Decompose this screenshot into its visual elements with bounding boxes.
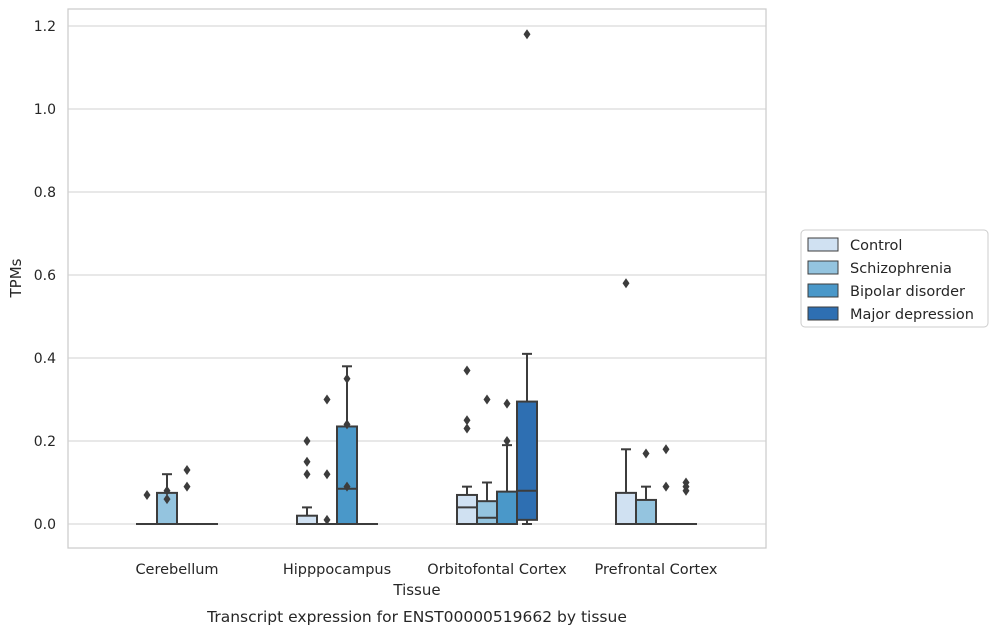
box-group: [635, 448, 657, 525]
box-group: [316, 394, 338, 526]
outlier-point: [642, 448, 650, 459]
legend-label: Bipolar disorder: [850, 284, 965, 300]
box-body: [615, 491, 637, 525]
outlier-point: [323, 469, 331, 480]
box-body: [516, 400, 538, 521]
x-tick-label: Orbitofontal Cortex: [427, 562, 567, 578]
outlier-point: [163, 494, 171, 505]
box-group: [156, 473, 178, 525]
legend-label: Schizophrenia: [850, 261, 952, 277]
y-tick-labels: 0.0 0.2 0.4 0.6 0.8 1.0 1.2: [34, 19, 56, 533]
outlier-point: [183, 481, 191, 492]
x-tick-labels: Cerebellum Hipppocampus Orbitofontal Corte…: [135, 562, 717, 578]
box-body: [476, 500, 498, 525]
y-tick-label: 1.0: [34, 102, 56, 118]
outlier-point: [682, 477, 690, 488]
y-tick-label: 0.2: [34, 434, 56, 450]
y-tick-label: 0.4: [34, 351, 56, 367]
outlier-point: [163, 485, 171, 496]
box-group: [496, 398, 518, 526]
box-group: [615, 278, 637, 525]
legend-swatch: [807, 306, 839, 321]
box-group: [456, 365, 478, 526]
plot-area: [67, 8, 767, 549]
box-group: [296, 436, 318, 526]
y-tick-label: 1.2: [34, 19, 56, 35]
x-tick-label: Cerebellum: [135, 562, 218, 578]
outlier-point: [662, 444, 670, 455]
outlier-point: [343, 419, 351, 430]
legend-swatch: [807, 260, 839, 275]
box-body: [296, 514, 318, 526]
outlier-point: [303, 456, 311, 467]
box-group: [516, 29, 538, 525]
legend-frame: [800, 229, 989, 328]
chart-caption: Transcript expression for ENST0000051966…: [206, 608, 627, 626]
box-group: [336, 365, 358, 526]
legend-label: Control: [850, 238, 902, 254]
outlier-point: [463, 415, 471, 426]
outlier-point: [503, 436, 511, 446]
legend: Control Schizophrenia Bipolar disorder Majo…: [800, 229, 989, 328]
outlier-point: [463, 423, 471, 434]
outlier-point: [523, 29, 531, 40]
outlier-point: [343, 373, 351, 384]
outlier-point: [143, 489, 151, 500]
box-group: [476, 394, 498, 525]
outlier-point: [183, 465, 191, 476]
box-body: [456, 493, 478, 526]
box-body: [496, 490, 518, 526]
outlier-point: [303, 469, 311, 480]
boxes-layer: [136, 29, 697, 526]
outlier-point: [323, 514, 331, 525]
x-tick-label: Hipppocampus: [283, 562, 391, 578]
box-group: [675, 477, 697, 526]
y-tick-label: 0.8: [34, 185, 56, 201]
outlier-point: [303, 436, 311, 446]
legend-swatch: [807, 237, 839, 252]
box-body: [336, 425, 358, 526]
legend-label: Major depression: [850, 307, 974, 323]
y-tick-label: 0.6: [34, 268, 56, 284]
outlier-point: [463, 365, 471, 376]
outlier-point: [323, 394, 331, 405]
legend-swatch: [807, 283, 839, 298]
y-axis-label: TPMs: [7, 258, 25, 298]
x-tick-label: Prefrontal Cortex: [595, 562, 718, 578]
y-tick-label: 0.0: [34, 517, 56, 533]
gridlines: [68, 25, 766, 525]
outlier-point: [622, 278, 630, 289]
outlier-point: [483, 394, 491, 405]
x-axis-label: Tissue: [392, 581, 440, 599]
outlier-point: [503, 398, 511, 409]
outlier-point: [662, 481, 670, 492]
outlier-point: [343, 481, 351, 492]
box-body: [635, 498, 657, 525]
